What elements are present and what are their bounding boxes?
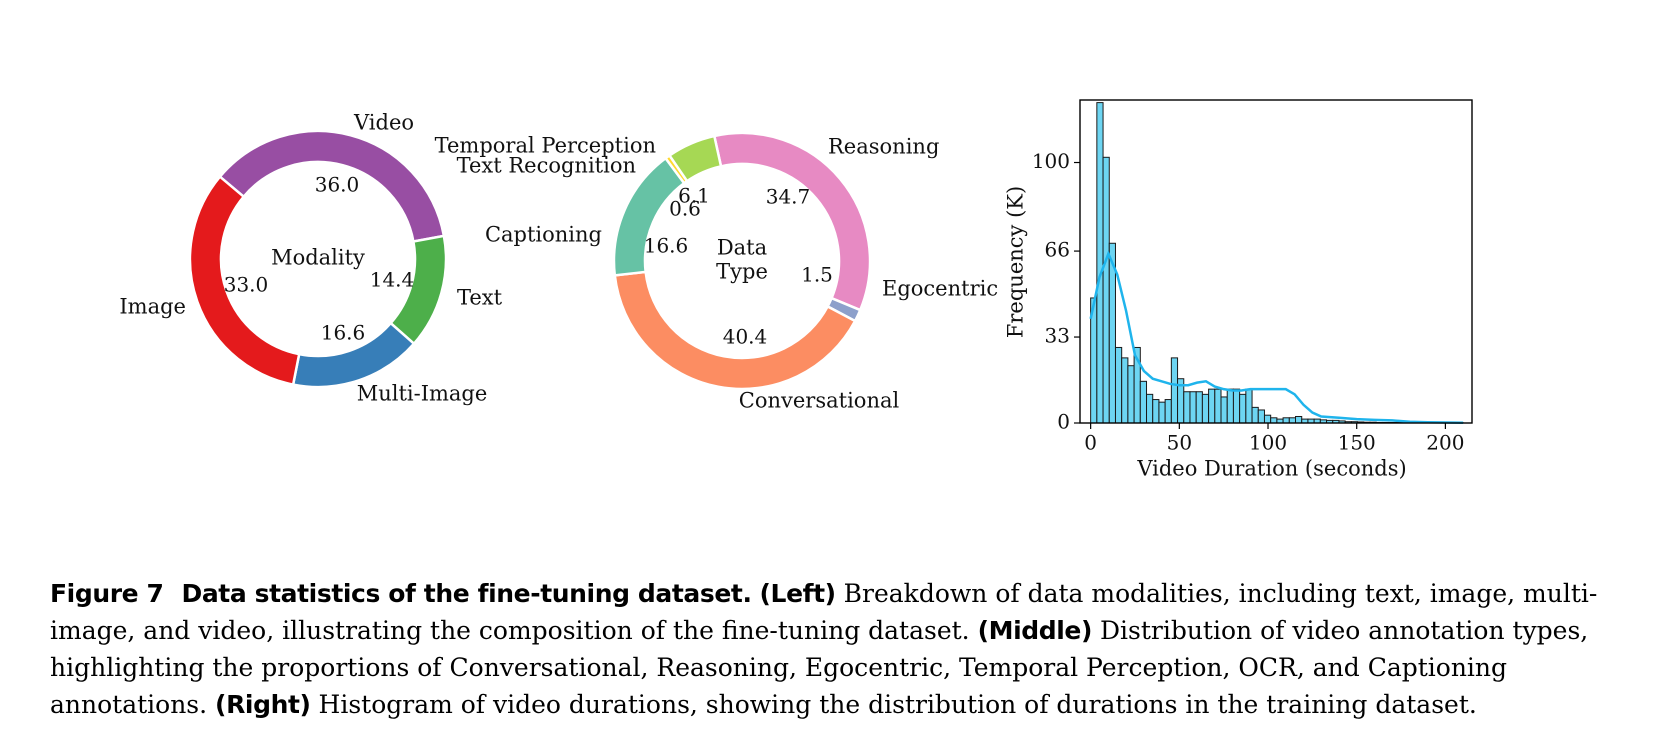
histogram-bar [1127,365,1135,424]
kde-curve [1089,250,1464,424]
slice-label-temporal-perception: Temporal Perception [435,134,656,158]
data-type-donut-chart: Reasoning 34.7 Egocentric 1.5 Conversational… [435,131,998,413]
histogram-bar [1146,393,1154,424]
y-tick-label: 0 [1057,410,1070,434]
histogram-bar [1121,357,1129,424]
histogram-bar [1239,393,1247,424]
histogram-bar [1288,417,1297,424]
caption-middle-tag: (Middle) [977,616,1093,645]
histogram-bar [1282,417,1290,424]
figure-caption: Figure 7 Data statistics of the fine-tun… [50,575,1635,723]
slice-label-egocentric: Egocentric [882,277,998,301]
histogram-bar [1102,156,1110,424]
histogram-bar [1139,380,1148,424]
slice-value-temporal-perception: 6.1 [678,184,710,208]
slice-reasoning [712,131,872,312]
plot-frame [1079,99,1473,424]
histogram-bar [1220,396,1228,424]
x-axis-label: Video Duration (seconds) [1136,457,1406,481]
y-tick-label: 33 [1045,324,1070,348]
histogram-bar [1226,388,1234,424]
y-tick-label: 66 [1045,238,1070,262]
x-tick-label: 50 [1167,431,1192,455]
slice-value-captioning: 16.6 [644,234,689,258]
caption-left-tag: (Left) [759,579,837,608]
histogram-bar [1189,391,1197,424]
histogram-bar [1295,415,1303,424]
slice-value-multi-image: 16.6 [321,321,366,345]
x-tick-label: 150 [1338,431,1376,455]
histogram-bar [1245,388,1253,424]
x-tick-label: 0 [1084,431,1097,455]
histogram-bar [1251,406,1259,424]
modality-donut-chart: Video 36.0 Text 14.4 Multi-Image 16.6 Image 33.… [119,111,502,406]
y-tick-label: 100 [1032,149,1070,173]
histogram-bar [1232,388,1241,424]
slice-label-video: Video [353,111,414,135]
histogram-bar [1183,391,1191,424]
caption-title: Data statistics of the fine-tuning datas… [181,579,752,608]
donut-center-label: Type [716,260,768,284]
slice-label-captioning: Captioning [485,223,602,247]
figure-7-charts: Video 36.0 Text 14.4 Multi-Image 16.6 Image 33.… [119,99,1473,481]
slice-temporal-perception [667,134,723,183]
histogram-bar [1208,388,1216,424]
slice-value-video: 36.0 [315,173,360,197]
slice-value-egocentric: 1.5 [801,263,833,287]
histogram-bar [1152,399,1160,424]
histogram-bar [1257,409,1265,424]
y-axis-label: Frequency (K) [1004,186,1028,338]
slice-label-reasoning: Reasoning [828,135,939,159]
slice-label-text: Text [457,286,503,310]
caption-right-text: Histogram of video durations, showing th… [318,690,1477,719]
histogram-bar [1164,399,1172,424]
slice-label-text-recognition: Text Recognition [457,154,636,178]
slice-value-conversational: 40.4 [723,325,768,349]
caption-left-text: Breakdown of data modalities, including … [50,579,1598,645]
slice-value-text: 14.4 [370,268,415,292]
slice-value-text-recognition: 0.6 [669,197,701,221]
caption-middle-text: Distribution of video annotation types, … [50,616,1589,719]
histogram-bar [1201,393,1210,424]
slice-label-image: Image [119,295,186,319]
slice-value-reasoning: 34.7 [766,185,811,209]
histogram-bar [1096,102,1104,424]
histogram-bar [1170,357,1179,424]
caption-right-tag: (Right) [215,690,311,719]
x-tick-label: 100 [1249,431,1287,455]
slice-image [188,174,301,387]
slice-label-multi-image: Multi-Image [357,382,488,406]
histogram-bar [1263,414,1272,424]
donut-center-label: Modality [271,246,365,270]
slice-value-image: 33.0 [224,273,269,297]
slice-label-conversational: Conversational [739,389,900,413]
donut-center-label: Data [717,236,767,260]
x-tick-label: 200 [1426,431,1464,455]
figure-number: Figure 7 [50,579,164,608]
histogram-bar [1214,388,1222,424]
histogram-bar [1114,346,1123,424]
histogram-bar [1195,391,1203,424]
histogram-bar [1158,401,1166,424]
histogram-bar [1270,417,1278,424]
